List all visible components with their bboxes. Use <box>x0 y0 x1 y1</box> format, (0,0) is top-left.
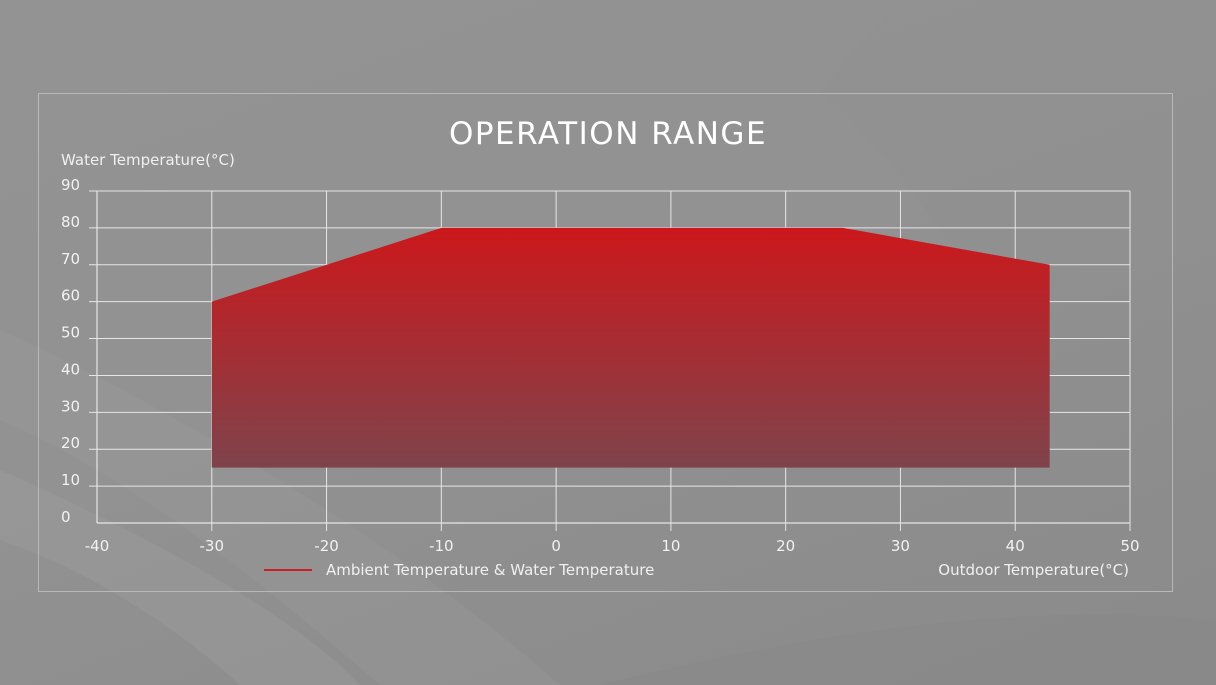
x-tick-labels: -40 -30 -20 -10 0 10 20 30 40 50 <box>85 537 1140 555</box>
y-tick-label: 0 <box>61 508 71 526</box>
x-tick-label: 10 <box>661 537 680 555</box>
x-tick-label: 30 <box>891 537 910 555</box>
chart-title: OPERATION RANGE <box>448 116 768 152</box>
y-tick-label: 40 <box>61 360 80 378</box>
legend: Ambient Temperature & Water Temperature <box>264 561 654 579</box>
y-tick-label: 80 <box>61 213 80 231</box>
y-tick-label: 50 <box>61 324 80 342</box>
y-tick-label: 90 <box>61 176 80 194</box>
x-axis-label: Outdoor Temperature(°C) <box>938 561 1129 579</box>
legend-line-icon <box>264 569 312 571</box>
y-tick-label: 70 <box>61 250 80 268</box>
x-tick-label: -10 <box>429 537 454 555</box>
legend-label: Ambient Temperature & Water Temperature <box>326 561 655 579</box>
y-tick-label: 60 <box>61 287 80 305</box>
x-tick-label: 50 <box>1120 537 1139 555</box>
x-tick-label: 20 <box>776 537 795 555</box>
y-tick-label: 10 <box>61 471 80 489</box>
x-tick-label: 0 <box>551 537 561 555</box>
operation-range-area <box>211 227 1050 468</box>
x-tick-label: -20 <box>314 537 339 555</box>
x-tick-label: -40 <box>85 537 110 555</box>
y-tick-labels: 0 10 20 30 40 50 60 70 80 90 <box>61 176 80 526</box>
chart-frame <box>38 93 1173 592</box>
y-tick-label: 20 <box>61 434 80 452</box>
x-tick-label: -30 <box>200 537 225 555</box>
axes <box>96 191 1130 524</box>
y-axis-label: Water Temperature(°C) <box>61 151 235 169</box>
x-tick-label: 40 <box>1006 537 1025 555</box>
y-tick-label: 30 <box>61 397 80 415</box>
